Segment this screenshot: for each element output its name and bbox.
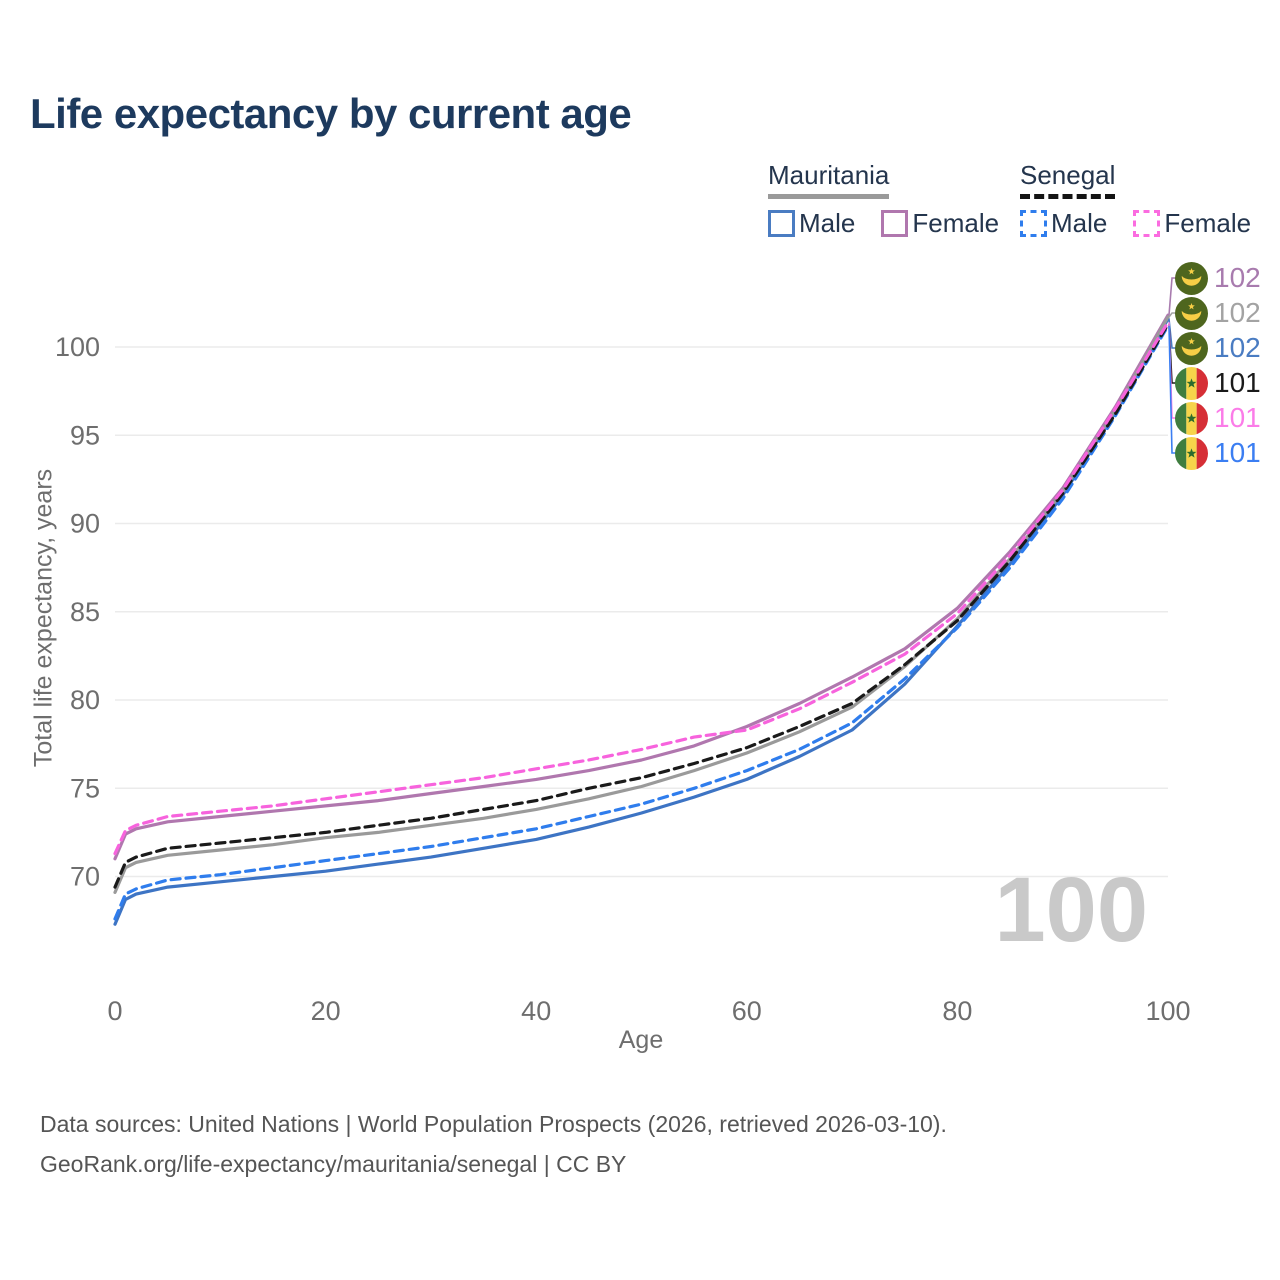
end-label-senegal-male: 101 <box>1175 436 1261 470</box>
end-label-value: 101 <box>1214 437 1261 468</box>
footer: Data sources: United Nations | World Pop… <box>40 1104 947 1185</box>
legend-item-mauritania-male[interactable]: Male <box>768 208 855 239</box>
legend-items-row: Male Female <box>768 208 999 239</box>
page-title: Life expectancy by current age <box>30 90 632 137</box>
series-line-mauritania-female <box>113 313 1170 861</box>
y-tick-label: 90 <box>70 509 100 539</box>
end-label-value: 101 <box>1214 367 1261 398</box>
end-label-mauritania-both-sexes: 102 <box>1175 296 1261 330</box>
y-tick-label: 70 <box>70 862 100 892</box>
series-line-senegal-female <box>113 320 1170 856</box>
y-tick-label: 80 <box>70 685 100 715</box>
end-label-value: 102 <box>1214 297 1261 328</box>
legend-item-label: Female <box>1164 208 1252 238</box>
end-label-value: 101 <box>1214 402 1261 433</box>
legend-swatch <box>1020 210 1047 237</box>
series-line-mauritania-male <box>113 317 1170 926</box>
mauritania-flag-icon <box>1175 296 1208 330</box>
x-tick-label: 80 <box>942 996 972 1026</box>
data-sources-line: Data sources: United Nations | World Pop… <box>40 1111 947 1137</box>
y-tick-label: 95 <box>70 420 100 450</box>
legend-item-mauritania-female[interactable]: Female <box>881 208 999 239</box>
x-axis-title: Age <box>618 1026 664 1054</box>
legend-country-label-senegal: Senegal <box>1020 160 1116 199</box>
series-line-senegal-both <box>113 322 1170 889</box>
y-axis-title: Total life expectancy, years <box>29 468 58 768</box>
legend-swatch <box>768 210 795 237</box>
mauritania-flag-icon <box>1175 261 1208 295</box>
senegal-flag-icon <box>1175 436 1208 470</box>
end-label-mauritania-male: 102 <box>1175 331 1261 365</box>
mauritania-flag-icon <box>1175 331 1208 365</box>
attribution-line: GeoRank.org/life-expectancy/mauritania/s… <box>40 1151 627 1178</box>
legend-item-label: Male <box>1051 208 1108 238</box>
y-tick-label: 85 <box>70 597 100 627</box>
end-label-senegal-both-sexes: 101 <box>1175 366 1261 400</box>
end-label-value: 102 <box>1214 332 1261 363</box>
series-line-mauritania-both <box>113 315 1170 895</box>
senegal-flag-icon <box>1175 366 1208 400</box>
end-label-mauritania-female: 102 <box>1175 261 1261 295</box>
senegal-flag-icon <box>1175 401 1208 435</box>
legend-item-label: Female <box>912 208 1000 238</box>
x-tick-label: 100 <box>1145 996 1190 1026</box>
legend-item-label: Male <box>799 208 856 238</box>
legend-group-senegal: Senegal Male Female <box>1020 160 1251 239</box>
legend-item-senegal-female[interactable]: Female <box>1133 208 1251 239</box>
end-label-value: 102 <box>1214 262 1261 293</box>
x-tick-label: 60 <box>732 996 762 1026</box>
legend-items-row: Male Female <box>1020 208 1251 239</box>
legend-swatch <box>881 210 909 237</box>
x-tick-label: 20 <box>311 996 341 1026</box>
legend-item-senegal-male[interactable]: Male <box>1020 208 1107 239</box>
legend-group-mauritania: Mauritania Male Female <box>768 160 999 239</box>
legend-country-label-mauritania: Mauritania <box>768 160 890 199</box>
legend-swatch <box>1133 210 1161 237</box>
end-label-senegal-female: 101 <box>1175 401 1261 435</box>
y-tick-label: 100 <box>55 332 100 362</box>
age-watermark: 100 <box>994 859 1149 961</box>
y-tick-label: 75 <box>70 773 100 803</box>
series-line-senegal-male <box>113 324 1170 921</box>
x-tick-label: 0 <box>107 996 122 1026</box>
x-tick-label: 40 <box>521 996 551 1026</box>
